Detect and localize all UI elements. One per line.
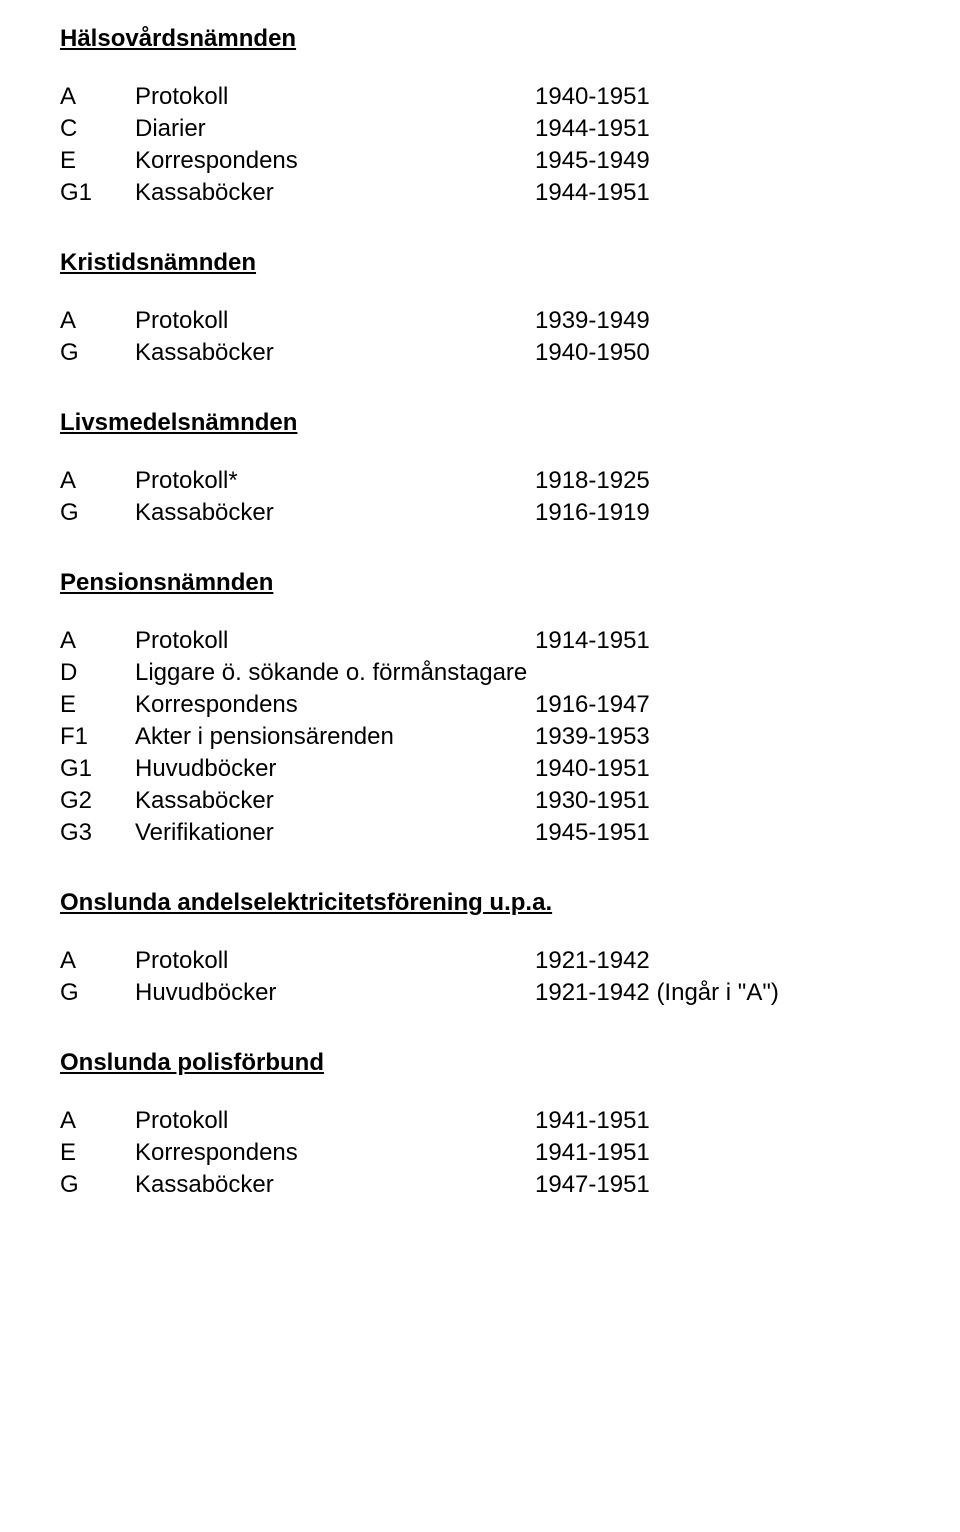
table-row: G3 Verifikationer 1945-1951 [60,818,900,848]
row-code: G [60,1170,135,1200]
table-row: A Protokoll* 1918-1925 [60,466,900,496]
table-row: C Diarier 1944-1951 [60,114,900,144]
row-years [535,658,900,688]
row-label: Kassaböcker [135,1170,535,1200]
table-row: D Liggare ö. sökande o. förmånstagare [60,658,900,688]
row-years: 1918-1925 [535,466,900,496]
row-label: Protokoll [135,82,535,112]
document-page: Hälsovårdsnämnden A Protokoll 1940-1951 … [0,0,960,1262]
row-code: E [60,146,135,176]
row-code: G3 [60,818,135,848]
row-code: A [60,1106,135,1136]
row-code: G [60,338,135,368]
row-label: Kassaböcker [135,178,535,208]
row-code: D [60,658,135,688]
table-row: E Korrespondens 1916-1947 [60,690,900,720]
table-row: A Protokoll 1914-1951 [60,626,900,656]
table-row: F1 Akter i pensionsärenden 1939-1953 [60,722,900,752]
row-years: 1914-1951 [535,626,900,656]
row-years: 1941-1951 [535,1138,900,1168]
row-label: Akter i pensionsärenden [135,722,535,752]
row-label: Korrespondens [135,146,535,176]
row-code: C [60,114,135,144]
section-title: Onslunda polisförbund [60,1048,900,1078]
row-years: 1939-1953 [535,722,900,752]
row-years: 1930-1951 [535,786,900,816]
table-row: G Huvudböcker 1921-1942 (Ingår i "A") [60,978,900,1008]
table-row: A Protokoll 1941-1951 [60,1106,900,1136]
section-title: Onslunda andelselektricitetsförening u.p… [60,888,900,918]
row-label: Liggare ö. sökande o. förmånstagare [135,658,535,688]
row-years: 1916-1947 [535,690,900,720]
row-years: 1940-1951 [535,754,900,784]
row-years: 1940-1951 [535,82,900,112]
section-title: Livsmedelsnämnden [60,408,900,438]
section-title: Pensionsnämnden [60,568,900,598]
row-label: Kassaböcker [135,498,535,528]
row-years: 1947-1951 [535,1170,900,1200]
row-label: Huvudböcker [135,754,535,784]
row-code: G [60,978,135,1008]
row-code: E [60,1138,135,1168]
row-code: F1 [60,722,135,752]
row-label: Korrespondens [135,1138,535,1168]
row-label: Protokoll [135,626,535,656]
table-row: A Protokoll 1939-1949 [60,306,900,336]
table-row: G Kassaböcker 1916-1919 [60,498,900,528]
row-code: G [60,498,135,528]
row-years: 1945-1951 [535,818,900,848]
row-label: Huvudböcker [135,978,535,1008]
table-row: A Protokoll 1940-1951 [60,82,900,112]
row-years: 1916-1919 [535,498,900,528]
row-label: Kassaböcker [135,338,535,368]
section-title: Kristidsnämnden [60,248,900,278]
table-row: G2 Kassaböcker 1930-1951 [60,786,900,816]
row-label: Protokoll [135,1106,535,1136]
row-code: A [60,466,135,496]
row-years: 1945-1949 [535,146,900,176]
row-code: A [60,82,135,112]
row-years: 1944-1951 [535,114,900,144]
row-label: Protokoll* [135,466,535,496]
table-row: E Korrespondens 1945-1949 [60,146,900,176]
row-code: A [60,626,135,656]
row-code: E [60,690,135,720]
row-label: Korrespondens [135,690,535,720]
table-row: G Kassaböcker 1940-1950 [60,338,900,368]
row-code: A [60,306,135,336]
row-years: 1940-1950 [535,338,900,368]
row-label: Diarier [135,114,535,144]
row-years: 1944-1951 [535,178,900,208]
row-years: 1921-1942 (Ingår i "A") [535,978,900,1008]
row-years: 1939-1949 [535,306,900,336]
table-row: A Protokoll 1921-1942 [60,946,900,976]
row-code: G2 [60,786,135,816]
section-title: Hälsovårdsnämnden [60,24,900,54]
table-row: E Korrespondens 1941-1951 [60,1138,900,1168]
row-code: G1 [60,754,135,784]
table-row: G1 Kassaböcker 1944-1951 [60,178,900,208]
row-years: 1941-1951 [535,1106,900,1136]
row-label: Protokoll [135,946,535,976]
table-row: G1 Huvudböcker 1940-1951 [60,754,900,784]
row-code: A [60,946,135,976]
row-label: Verifikationer [135,818,535,848]
row-label: Kassaböcker [135,786,535,816]
row-label: Protokoll [135,306,535,336]
row-code: G1 [60,178,135,208]
row-years: 1921-1942 [535,946,900,976]
table-row: G Kassaböcker 1947-1951 [60,1170,900,1200]
